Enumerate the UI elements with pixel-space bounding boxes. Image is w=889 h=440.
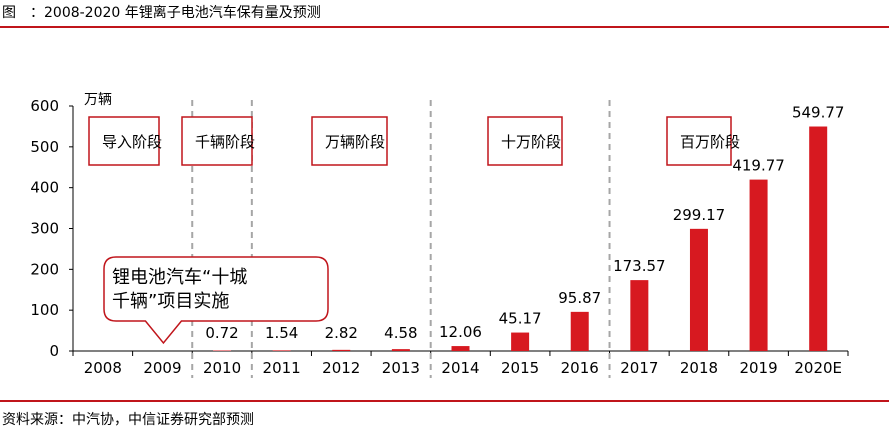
data-label: 299.17	[673, 206, 726, 224]
x-tick-label: 2017	[620, 359, 658, 377]
callout-text: 千辆”项目实施	[112, 291, 229, 312]
stage-label: 百万阶段	[680, 133, 740, 151]
bar	[630, 280, 649, 351]
data-label: 95.87	[558, 289, 601, 307]
x-tick-label: 2018	[680, 359, 718, 377]
chart-title: 图 ：2008-2020 年锂离子电池汽车保有量及预测	[2, 2, 321, 22]
data-label: 45.17	[499, 310, 542, 328]
x-tick-label: 2015	[501, 359, 539, 377]
bottom-rule	[0, 400, 889, 402]
bar	[689, 228, 708, 351]
x-tick-label: 2009	[143, 359, 181, 377]
y-unit-label: 万辆	[84, 92, 112, 108]
stage-box-frame	[181, 116, 253, 166]
x-tick-label: 2010	[203, 359, 241, 377]
stage-box: 千辆阶段	[181, 116, 255, 166]
y-tick-label: 200	[30, 260, 59, 278]
stage-label: 十万阶段	[501, 133, 561, 151]
source-note: 资料来源：中汽协，中信证券研究部预测	[2, 412, 254, 428]
data-label: 549.77	[792, 104, 845, 122]
bar	[391, 349, 410, 351]
callout-text: 锂电池汽车“十城	[112, 267, 247, 288]
y-tick-label: 500	[30, 138, 59, 156]
bar	[570, 311, 589, 351]
bars	[213, 126, 828, 351]
title-text: 2008-2020 年锂离子电池汽车保有量及预测	[44, 5, 321, 21]
data-label: 1.54	[265, 324, 298, 342]
bar	[511, 332, 530, 351]
y-tick-label: 600	[30, 97, 59, 115]
x-tick-label: 2012	[322, 359, 360, 377]
figure-label: 图	[2, 5, 16, 21]
x-tick-label: 2019	[739, 359, 777, 377]
x-tick-label: 2008	[84, 359, 122, 377]
data-label: 2.82	[325, 324, 358, 342]
stage-box: 导入阶段	[88, 116, 162, 166]
stage-box-frame	[487, 116, 563, 166]
x-tick-label: 2014	[441, 359, 479, 377]
axis-layer: 0 100 200 300 400 500 600 万辆 2008 2009 2010 2011 201…	[30, 92, 849, 377]
stage-box: 十万阶段	[487, 116, 563, 166]
bar	[451, 346, 470, 351]
callout-bubble	[103, 256, 329, 345]
bar	[213, 350, 232, 351]
data-labels: 0.72 1.54 2.82 4.58 12.06 45.17 95.87 173.57 299…	[205, 104, 844, 342]
stage-label: 万辆阶段	[325, 133, 385, 151]
stage-box-frame	[666, 116, 732, 166]
y-tick-label: 0	[49, 342, 59, 360]
bar	[749, 179, 768, 351]
data-label: 419.77	[732, 157, 785, 175]
bar	[332, 349, 351, 351]
bar-chart: 0 100 200 300 400 500 600 万辆 2008 2009 2010 2011 201…	[30, 92, 849, 378]
data-label: 173.57	[613, 257, 666, 275]
data-label: 12.06	[439, 323, 482, 341]
y-tick-label: 400	[30, 179, 59, 197]
stage-box: 万辆阶段	[311, 116, 388, 166]
title-separator: ：	[30, 5, 44, 21]
stage-boxes: 导入阶段 千辆阶段 万辆阶段 十万阶段 百万阶段	[88, 116, 740, 166]
x-tick-label: 2016	[561, 359, 599, 377]
top-rule	[0, 26, 889, 28]
x-tick-label: 2013	[382, 359, 420, 377]
x-tick-label: 2011	[263, 359, 301, 377]
y-tick-label: 100	[30, 301, 59, 319]
stage-label: 导入阶段	[102, 133, 162, 151]
y-tick-label: 300	[30, 220, 59, 238]
stage-label: 千辆阶段	[195, 133, 255, 151]
data-label: 4.58	[384, 324, 417, 342]
stage-box-frame	[311, 116, 388, 166]
bar	[272, 350, 291, 351]
bar	[809, 126, 828, 351]
data-label: 0.72	[205, 324, 238, 342]
x-tick-label: 2020E	[794, 359, 842, 377]
stage-box-frame	[88, 116, 160, 166]
stage-box: 百万阶段	[666, 116, 740, 166]
